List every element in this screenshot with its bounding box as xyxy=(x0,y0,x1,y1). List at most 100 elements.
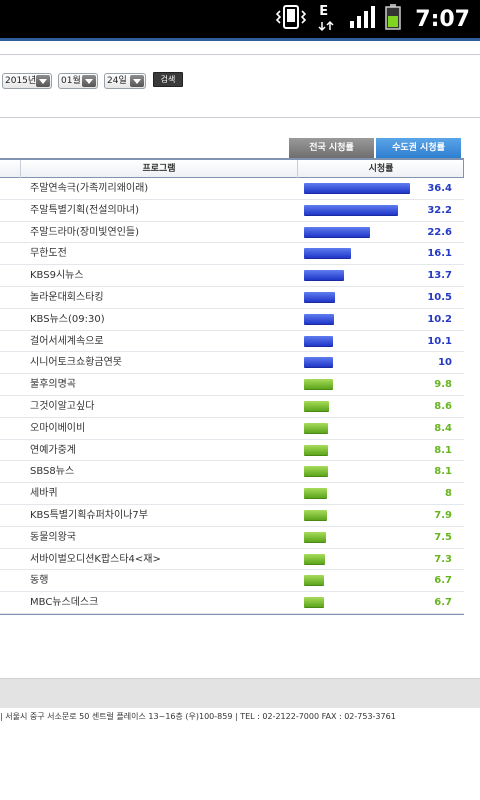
rating-bar xyxy=(304,357,333,369)
rating-value: 6.7 xyxy=(434,597,452,609)
rating-bar xyxy=(304,226,370,238)
rating-value: 8.1 xyxy=(434,466,452,478)
rating-value: 9.8 xyxy=(434,379,452,391)
chevron-down-icon xyxy=(36,75,50,87)
rating-value: 22.6 xyxy=(427,226,452,238)
rating-bar xyxy=(304,335,333,347)
table-row: SBS8뉴스 8.1 xyxy=(0,461,464,484)
program-name[interactable]: 주말드라마(장미빛연인들) xyxy=(30,226,140,238)
tab-national-rating[interactable]: 전국 시청률 xyxy=(289,138,374,158)
rating-bar xyxy=(304,313,334,325)
rating-bar xyxy=(304,575,324,587)
program-name[interactable]: 연예가중계 xyxy=(30,444,76,456)
rating-value: 8.1 xyxy=(434,444,452,456)
status-time: 7:07 xyxy=(415,6,470,32)
rating-value: 16.1 xyxy=(427,248,452,260)
table-body: 주말연속극(가족끼리왜이래) 36.4 주말특별기획(전설의마녀) 32.2 주말드라마… xyxy=(0,178,464,615)
rating-bar xyxy=(304,597,324,609)
table-row: 주말특별기획(전설의마녀) 32.2 xyxy=(0,200,464,222)
month-select[interactable]: 01월 xyxy=(58,73,98,89)
program-name[interactable]: 서바이벌오디션K팝스타4<재> xyxy=(30,553,161,565)
table-row: 동물의왕국 7.5 xyxy=(0,527,464,549)
table-bottom-border xyxy=(0,613,464,615)
program-name[interactable]: 오마이베이비 xyxy=(30,422,86,434)
table-row: 연예가중계 8.1 xyxy=(0,440,464,462)
program-name[interactable]: KBS뉴스(09:30) xyxy=(30,313,105,325)
program-name[interactable]: 불후의명곡 xyxy=(30,379,76,391)
program-name[interactable]: 주말연속극(가족끼리왜이래) xyxy=(30,183,149,194)
program-column-header: 프로그램 xyxy=(20,160,298,178)
program-name[interactable]: MBC뉴스데스크 xyxy=(30,597,99,609)
program-name[interactable]: 주말특별기획(전설의마녀) xyxy=(30,204,140,216)
rating-value: 6.7 xyxy=(434,575,452,587)
table-row: 동행 6.7 xyxy=(0,570,464,593)
signal-icon xyxy=(349,6,376,32)
rating-bar xyxy=(304,422,328,434)
rating-bar xyxy=(304,248,351,260)
table-row: MBC뉴스데스크 6.7 xyxy=(0,592,464,614)
rating-bar xyxy=(304,400,329,412)
footer-band xyxy=(0,678,480,708)
program-name[interactable]: SBS8뉴스 xyxy=(30,466,75,478)
rating-bar xyxy=(304,531,326,543)
rating-value: 13.7 xyxy=(427,270,452,282)
program-name[interactable]: 무한도전 xyxy=(30,248,67,260)
rating-bar xyxy=(304,291,335,303)
table-row: 주말연속극(가족끼리왜이래) 36.4 xyxy=(0,178,464,200)
rating-bar xyxy=(304,183,410,194)
program-name[interactable]: KBS9시뉴스 xyxy=(30,270,84,282)
day-select[interactable]: 24일 xyxy=(104,73,146,89)
table-row: 서바이벌오디션K팝스타4<재> 7.3 xyxy=(0,549,464,571)
table-row: 시니어토크쇼황금연못 10 xyxy=(0,352,464,375)
rating-value: 10.5 xyxy=(427,291,452,303)
chevron-down-icon xyxy=(130,75,144,87)
table-row: 놀라운대회스타킹 10.5 xyxy=(0,287,464,309)
date-filter-panel: 2015년 01월 24일 xyxy=(0,54,480,118)
rating-column-header: 시청률 xyxy=(368,164,394,174)
program-name[interactable]: 동물의왕국 xyxy=(30,531,76,543)
rating-value: 8 xyxy=(445,488,452,500)
battery-icon xyxy=(385,4,402,34)
rating-bar xyxy=(304,509,327,521)
rating-value: 36.4 xyxy=(427,183,452,194)
tab-metro-rating[interactable]: 수도권 시청률 xyxy=(376,138,461,158)
table-row: 무한도전 16.1 xyxy=(0,243,464,266)
program-name[interactable]: 세바퀴 xyxy=(30,488,58,500)
rating-bar xyxy=(304,488,327,500)
program-name[interactable]: 그것이알고싶다 xyxy=(30,400,95,412)
footer-address: | 서울시 중구 서소문로 50 센트럴 플레이스 13~16층 (우)100-… xyxy=(0,712,396,721)
table-row: 그것이알고싶다 8.6 xyxy=(0,396,464,418)
day-value: 24일 xyxy=(107,76,127,86)
rating-value: 8.4 xyxy=(434,422,452,434)
status-bar: E 7:07 xyxy=(0,0,480,38)
table-row: KBS뉴스(09:30) 10.2 xyxy=(0,309,464,331)
table-row: KBS9시뉴스 13.7 xyxy=(0,265,464,287)
table-row: KBS특별기획슈퍼차이나7부 7.9 xyxy=(0,505,464,527)
web-page: 2015년 01월 24일 검색 전국 시청률 수도권 시청률 프로그램 시청률… xyxy=(0,38,480,800)
table-row: 세바퀴 8 xyxy=(0,483,464,505)
rating-value: 10.1 xyxy=(427,335,452,347)
program-name[interactable]: 걸어서세계속으로 xyxy=(30,335,104,347)
table-row: 주말드라마(장미빛연인들) 22.6 xyxy=(0,222,464,244)
rating-bar xyxy=(304,466,328,478)
rating-value: 10.2 xyxy=(427,313,452,325)
program-name[interactable]: 동행 xyxy=(30,575,49,587)
program-name[interactable]: KBS특별기획슈퍼차이나7부 xyxy=(30,509,148,521)
rating-value: 32.2 xyxy=(427,204,452,216)
table-row: 오마이베이비 8.4 xyxy=(0,418,464,440)
chevron-down-icon xyxy=(82,75,96,87)
program-name[interactable]: 놀라운대회스타킹 xyxy=(30,291,104,303)
edge-data-icon: E xyxy=(317,4,339,32)
rating-value: 7.9 xyxy=(434,509,452,521)
year-select[interactable]: 2015년 xyxy=(2,73,52,89)
rating-value: 8.6 xyxy=(434,400,452,412)
vibrate-icon xyxy=(275,4,307,34)
table-header: 프로그램 시청률 xyxy=(0,158,464,178)
top-accent-line xyxy=(0,38,480,41)
network-label: E xyxy=(319,4,329,19)
rating-value: 10 xyxy=(438,357,452,369)
search-button[interactable]: 검색 xyxy=(153,72,183,87)
rating-bar xyxy=(304,553,325,565)
program-name[interactable]: 시니어토크쇼황금연못 xyxy=(30,357,122,369)
rating-bar xyxy=(304,379,333,391)
